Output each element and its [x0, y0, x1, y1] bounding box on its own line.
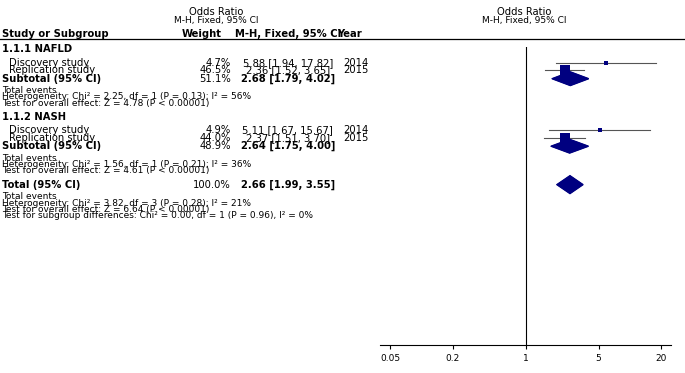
Text: 2.66 [1.99, 3.55]: 2.66 [1.99, 3.55] [240, 179, 335, 190]
Text: 5.11 [1.67, 15.67]: 5.11 [1.67, 15.67] [242, 125, 333, 135]
Text: 2014: 2014 [344, 125, 369, 135]
Text: 48.9%: 48.9% [199, 141, 231, 151]
Text: M-H, Fixed, 95% CI: M-H, Fixed, 95% CI [234, 29, 341, 38]
Text: M-H, Fixed, 95% CI: M-H, Fixed, 95% CI [173, 16, 258, 25]
Text: Total events: Total events [2, 154, 57, 163]
Text: 44.0%: 44.0% [199, 133, 231, 143]
Text: Test for overall effect: Z = 6.64 (P < 0.00001): Test for overall effect: Z = 6.64 (P < 0… [2, 205, 210, 214]
Text: Test for subgroup differences: Chi² = 0.00, df = 1 (P = 0.96), I² = 0%: Test for subgroup differences: Chi² = 0.… [2, 211, 313, 220]
Text: 4.9%: 4.9% [206, 125, 231, 135]
Text: Heterogeneity: Chi² = 1.56, df = 1 (P = 0.21); I² = 36%: Heterogeneity: Chi² = 1.56, df = 1 (P = … [2, 160, 251, 169]
Text: Test for overall effect: Z = 4.61 (P < 0.00001): Test for overall effect: Z = 4.61 (P < 0… [2, 166, 210, 175]
Text: 2015: 2015 [343, 133, 369, 143]
Polygon shape [551, 140, 588, 153]
Text: Subtotal (95% CI): Subtotal (95% CI) [2, 74, 101, 84]
Text: Subtotal (95% CI): Subtotal (95% CI) [2, 141, 101, 151]
Text: 46.5%: 46.5% [199, 66, 231, 75]
Text: M-H, Fixed, 95% CI: M-H, Fixed, 95% CI [482, 16, 566, 25]
Polygon shape [552, 72, 588, 85]
Text: Discovery study: Discovery study [9, 58, 89, 68]
Text: 2.37 [1.51, 3.70]: 2.37 [1.51, 3.70] [246, 133, 329, 143]
Text: Odds Ratio: Odds Ratio [497, 7, 551, 17]
Text: Weight: Weight [182, 29, 222, 38]
Text: Year: Year [337, 29, 362, 38]
Text: Total events: Total events [2, 192, 57, 201]
Text: Odds Ratio: Odds Ratio [188, 7, 243, 17]
Text: Discovery study: Discovery study [9, 125, 89, 135]
Text: Replication study: Replication study [9, 66, 95, 75]
Text: 5.88 [1.94, 17.82]: 5.88 [1.94, 17.82] [242, 58, 333, 68]
Text: 4.7%: 4.7% [206, 58, 231, 68]
Text: Test for overall effect: Z = 4.78 (P < 0.00001): Test for overall effect: Z = 4.78 (P < 0… [2, 99, 210, 108]
Text: 1.1.2 NASH: 1.1.2 NASH [2, 112, 66, 122]
Text: 2.64 [1.75, 4.00]: 2.64 [1.75, 4.00] [240, 141, 335, 151]
Text: 1.1.1 NAFLD: 1.1.1 NAFLD [2, 44, 72, 54]
Text: 2015: 2015 [343, 66, 369, 75]
Text: 100.0%: 100.0% [193, 180, 231, 189]
Polygon shape [557, 176, 583, 194]
Text: Study or Subgroup: Study or Subgroup [2, 29, 109, 38]
Text: 2.36 [1.52, 3.65]: 2.36 [1.52, 3.65] [246, 66, 329, 75]
Text: Replication study: Replication study [9, 133, 95, 143]
Text: Total (95% CI): Total (95% CI) [2, 180, 80, 189]
Text: 2.68 [1.79, 4.02]: 2.68 [1.79, 4.02] [240, 73, 335, 84]
Text: Heterogeneity: Chi² = 3.82, df = 3 (P = 0.28); I² = 21%: Heterogeneity: Chi² = 3.82, df = 3 (P = … [2, 199, 251, 208]
Text: 51.1%: 51.1% [199, 74, 231, 84]
Text: 2014: 2014 [344, 58, 369, 68]
Text: Total events: Total events [2, 86, 57, 95]
Text: Heterogeneity: Chi² = 2.25, df = 1 (P = 0.13); I² = 56%: Heterogeneity: Chi² = 2.25, df = 1 (P = … [2, 93, 251, 101]
